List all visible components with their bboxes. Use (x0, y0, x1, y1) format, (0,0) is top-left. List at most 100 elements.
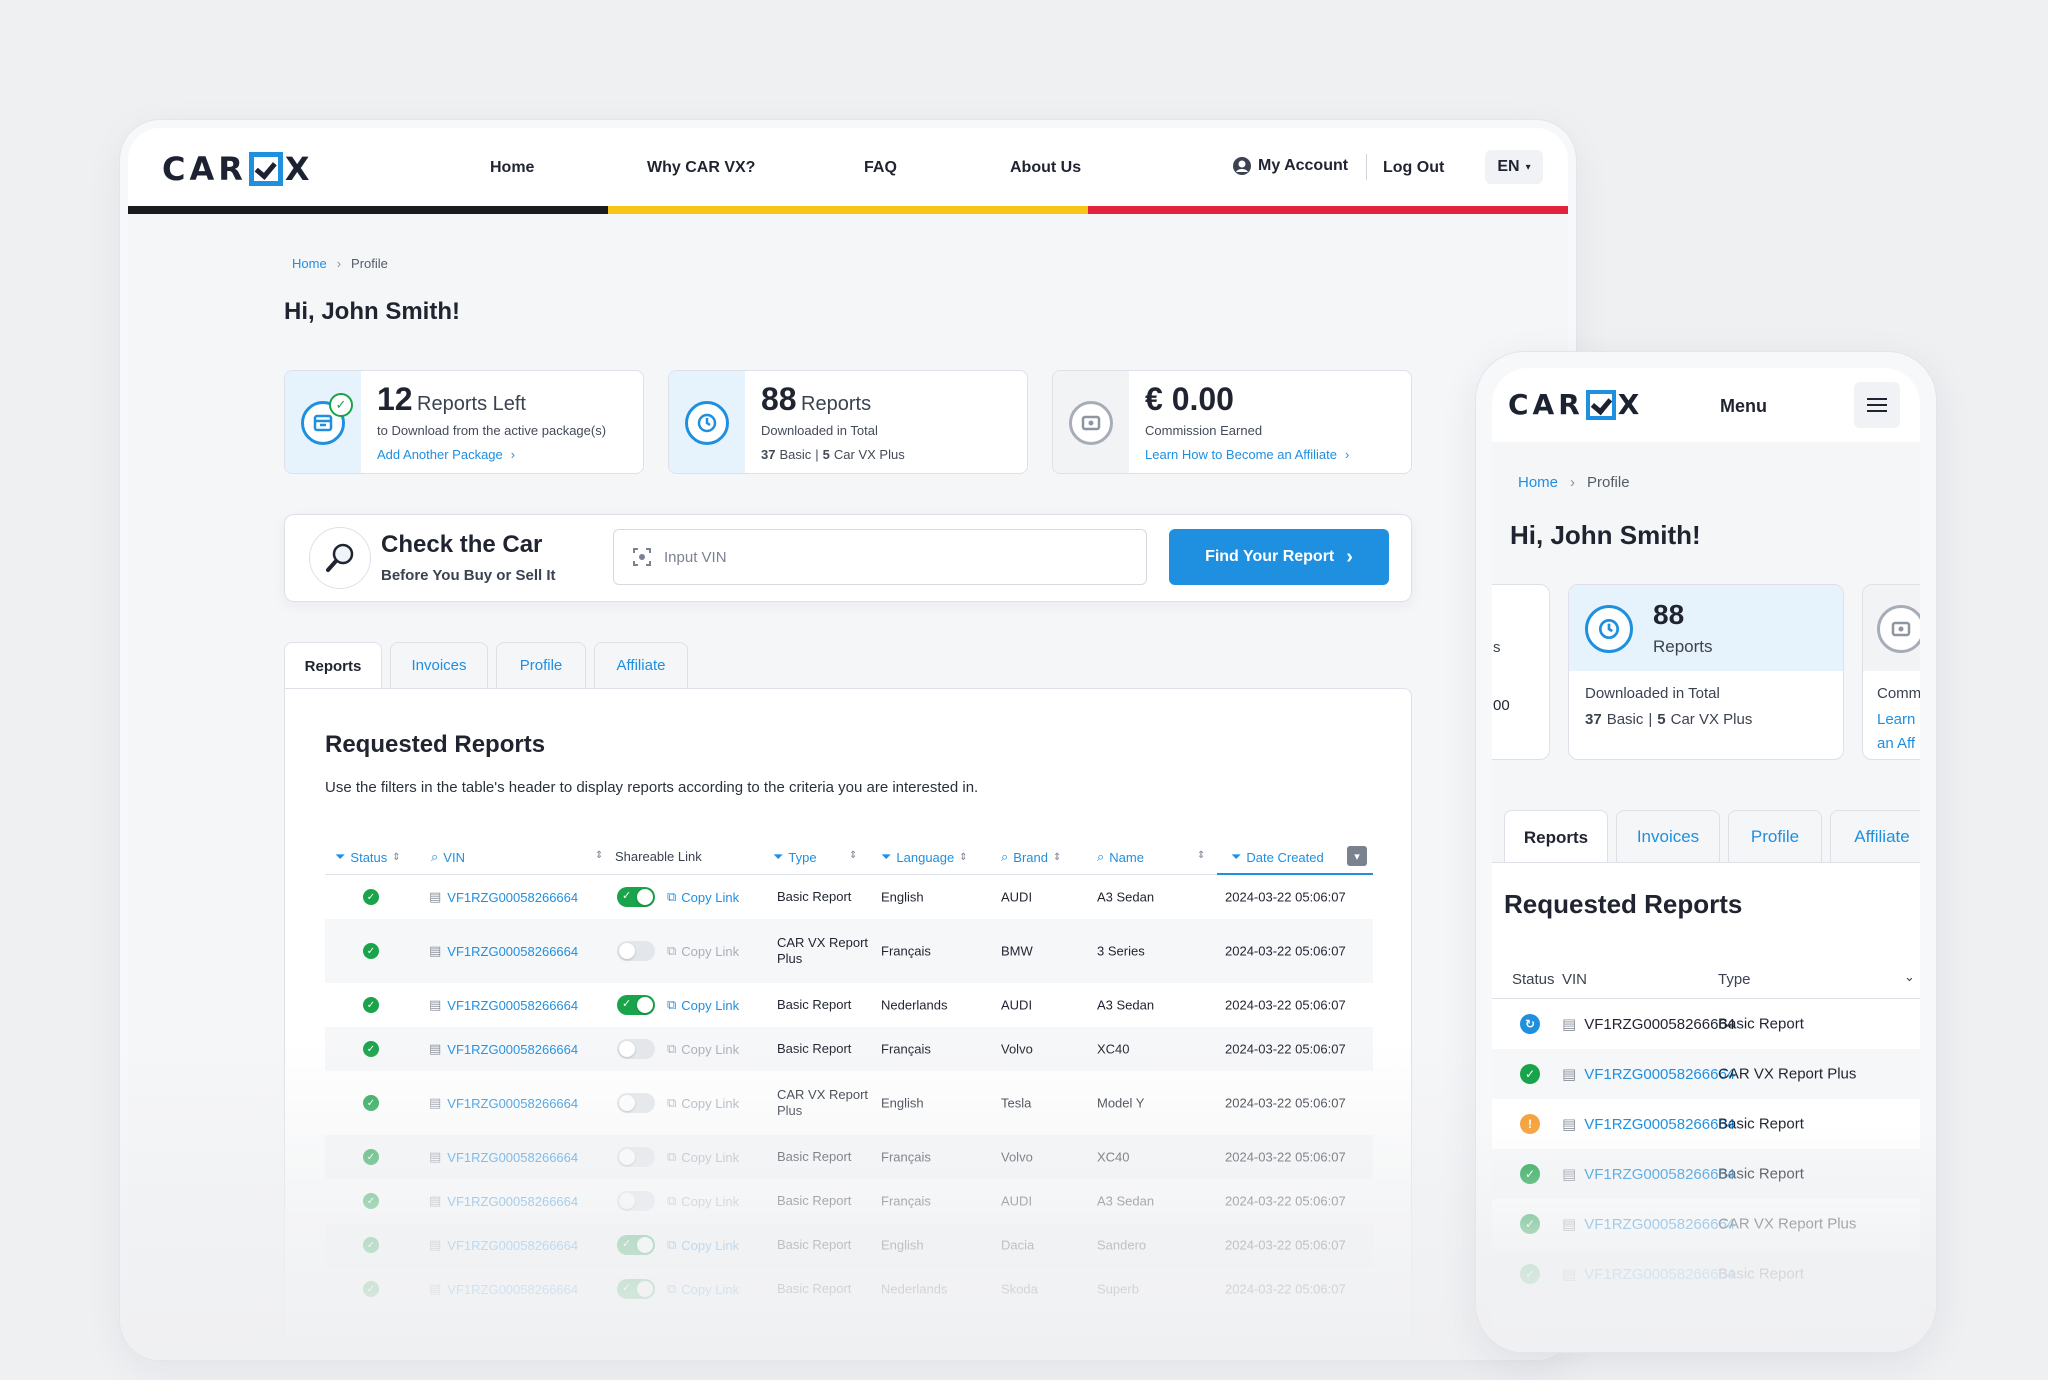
stat-card-reports-left: ✓ 12 Reports Left to Download from the a… (284, 370, 644, 474)
vin-link[interactable]: ▤VF1RZG00058266664 (429, 943, 579, 959)
brand-logo[interactable]: CAR X (1508, 388, 1644, 421)
page-greeting: Hi, John Smith! (284, 298, 460, 325)
affiliate-info-link[interactable]: Learn How to Become an Affiliate › (1145, 447, 1350, 462)
table-row: ✓ ▤VF1RZG00058266664 ⧉Copy Link Basic Repor… (325, 983, 1373, 1027)
language-select[interactable]: EN ▾ (1485, 150, 1543, 184)
col-status[interactable]: Status (1512, 971, 1555, 988)
chevron-right-icon: › (1346, 545, 1353, 568)
nav-why[interactable]: Why CAR VX? (647, 159, 756, 176)
add-package-link[interactable]: Add Another Package › (377, 447, 516, 462)
document-icon: ▤ (1562, 1066, 1577, 1083)
check-badge-icon: ✓ (329, 393, 353, 417)
table-header: ⏷ Status ⇕ ⌕ VIN ⇕ Shareable Link ⏷ Type ⇕ ⏷… (325, 839, 1373, 875)
logo-check-icon (1585, 389, 1616, 420)
menu-button[interactable] (1854, 382, 1900, 428)
copy-icon: ⧉ (667, 997, 677, 1012)
sort-icon: ⇕ (959, 851, 968, 863)
tab-profile[interactable]: Profile (496, 642, 586, 688)
chevron-down-icon: ▾ (1525, 161, 1531, 173)
page-greeting: Hi, John Smith! (1510, 520, 1701, 550)
nav-about[interactable]: About Us (1010, 159, 1082, 176)
flag-stripe (128, 206, 1568, 214)
reports-total-value: 88 (1653, 599, 1685, 630)
report-type: Basic Report (777, 889, 852, 904)
document-icon: ▤ (429, 889, 442, 904)
copy-icon: ⧉ (667, 889, 677, 904)
report-brand: AUDI (1001, 997, 1033, 1013)
status-done-icon: ✓ (363, 997, 379, 1013)
check-car-title: Check the Car (381, 531, 543, 558)
report-date: 2024-03-22 05:06:07 (1225, 943, 1346, 959)
history-icon (1585, 605, 1633, 653)
logout-link[interactable]: Log Out (1383, 159, 1445, 176)
share-toggle[interactable] (617, 995, 655, 1015)
nav-divider (1366, 154, 1367, 180)
nav-home[interactable]: Home (490, 159, 535, 176)
magnifier-icon (309, 527, 371, 589)
vin-link[interactable]: ▤VF1RZG00058266664 (1562, 1015, 1736, 1034)
col-status[interactable]: ⏷ Status ⇕ (335, 849, 401, 865)
tab-invoices[interactable]: Invoices (1616, 810, 1720, 862)
share-toggle[interactable] (617, 887, 655, 907)
report-brand: BMW (1001, 943, 1033, 959)
bottom-fade (120, 1040, 1576, 1360)
vin-link[interactable]: ▤VF1RZG00058266664 (1562, 1065, 1736, 1084)
nav-faq[interactable]: FAQ (864, 159, 897, 176)
share-toggle[interactable] (617, 941, 655, 961)
tab-affiliate[interactable]: Affiliate (1830, 810, 1920, 862)
reports-total-sub: Downloaded in Total (761, 423, 878, 438)
copy-link-button[interactable]: ⧉Copy Link (667, 889, 740, 905)
col-brand[interactable]: ⌕ Brand ⇕ (1001, 849, 1062, 865)
tab-profile[interactable]: Profile (1728, 810, 1822, 862)
find-report-button[interactable]: Find Your Report › (1169, 529, 1389, 585)
copy-link-button[interactable]: ⧉Copy Link (667, 943, 740, 959)
vin-link[interactable]: ▤VF1RZG00058266664 (429, 997, 579, 1013)
scan-icon (633, 548, 651, 566)
brand-logo[interactable]: CAR X (162, 150, 314, 188)
breadcrumb-home[interactable]: Home (1518, 474, 1559, 491)
report-language: Français (881, 943, 931, 959)
tab-invoices[interactable]: Invoices (390, 642, 488, 688)
vin-input[interactable]: Input VIN (613, 529, 1147, 585)
col-shareable: Shareable Link (615, 849, 702, 864)
tab-affiliate[interactable]: Affiliate (594, 642, 688, 688)
my-account-link[interactable]: My Account (1232, 156, 1348, 176)
col-type[interactable]: Type (1718, 971, 1751, 988)
col-date[interactable]: ⏷ Date Created (1231, 849, 1324, 865)
check-car-panel: Check the Car Before You Buy or Sell It … (284, 514, 1412, 602)
desktop-frame: CAR X Home Why CAR VX? FAQ About Us My Ac… (120, 120, 1576, 1360)
tab-reports[interactable]: Reports (1504, 810, 1608, 864)
col-vin[interactable]: VIN (1562, 971, 1588, 988)
sort-desc-icon[interactable]: ▾ (1347, 846, 1367, 866)
vin-link[interactable]: ▤VF1RZG00058266664 (429, 889, 579, 905)
tab-reports[interactable]: Reports (284, 642, 382, 690)
sort-icon: ⇕ (1052, 851, 1062, 863)
filter-icon: ⏷ (1231, 849, 1242, 864)
stat-card-reports-total: 88 Reports Downloaded in Total 37 Basic | 5… (1568, 584, 1844, 760)
menu-label: Menu (1720, 396, 1767, 416)
report-brand: AUDI (1001, 889, 1033, 905)
document-icon: ▤ (1562, 1016, 1577, 1033)
search-icon: ⌕ (1097, 849, 1105, 864)
breadcrumb-current: Profile (351, 256, 388, 271)
sort-icon[interactable]: ⇕ (849, 850, 858, 861)
breadcrumb-home[interactable]: Home (292, 256, 327, 271)
sort-icon[interactable]: ⇕ (1197, 850, 1206, 861)
chevron-down-icon[interactable]: ⌄ (1904, 969, 1915, 984)
col-vin[interactable]: ⌕ VIN (431, 849, 465, 865)
col-language[interactable]: ⏷ Language ⇕ (881, 849, 968, 865)
sort-icon[interactable]: ⇕ (595, 850, 604, 861)
logo-check-icon (248, 152, 283, 186)
user-icon (1233, 157, 1251, 175)
report-date: 2024-03-22 05:06:07 (1225, 889, 1346, 905)
status-done-icon: ✓ (363, 943, 379, 959)
col-type[interactable]: ⏷ Type (773, 849, 817, 865)
stat-card-reports-total: 88 Reports Downloaded in Total 37 Basic | 5… (668, 370, 1028, 474)
reports-total-value: 88 (761, 381, 797, 417)
document-icon: ▤ (429, 997, 442, 1012)
copy-link-button[interactable]: ⧉Copy Link (667, 997, 740, 1013)
report-date: 2024-03-22 05:06:07 (1225, 997, 1346, 1013)
reports-total-sub: Downloaded in Total (1585, 685, 1720, 702)
col-name[interactable]: ⌕ Name (1097, 849, 1144, 865)
hamburger-icon (1867, 398, 1887, 412)
